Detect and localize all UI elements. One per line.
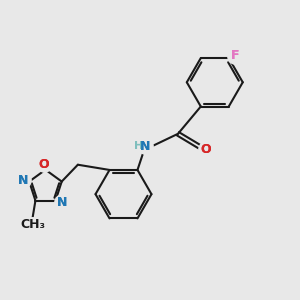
Text: N: N	[18, 174, 28, 187]
Text: F: F	[231, 49, 239, 62]
Text: H: H	[134, 142, 143, 152]
Text: N: N	[57, 196, 67, 208]
Text: F: F	[231, 49, 239, 62]
Text: N: N	[57, 196, 67, 208]
Text: O: O	[201, 143, 211, 156]
Text: N: N	[18, 174, 28, 187]
Text: O: O	[201, 143, 211, 156]
Text: O: O	[39, 158, 49, 171]
Text: N: N	[140, 140, 150, 153]
Text: H: H	[134, 142, 143, 152]
Text: N: N	[140, 140, 150, 153]
Text: CH₃: CH₃	[20, 218, 45, 231]
Text: O: O	[39, 158, 49, 171]
